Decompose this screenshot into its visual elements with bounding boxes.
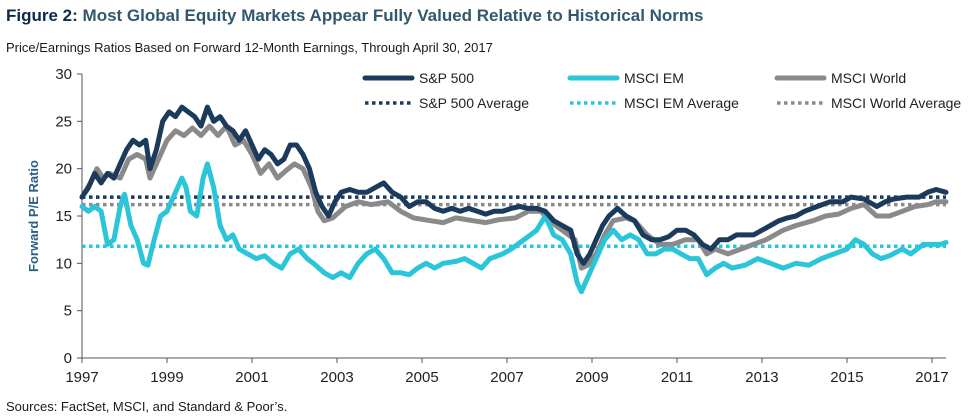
chart-subtitle: Price/Earnings Ratios Based on Forward 1… <box>6 40 493 55</box>
x-tick-label: 1997 <box>65 369 98 386</box>
x-tick-label: 2001 <box>235 369 268 386</box>
x-tick-label: 2009 <box>575 369 608 386</box>
series-lines <box>79 104 949 295</box>
legend-label-s-p-500-average: S&P 500 Average <box>419 95 529 111</box>
x-tick-label: 2017 <box>915 369 948 386</box>
x-tick-label: 2011 <box>661 369 693 386</box>
y-tick-label: 20 <box>55 161 72 178</box>
y-tick-label: 15 <box>55 208 72 225</box>
legend-label-msci-world-average: MSCI World Average <box>831 95 961 111</box>
y-tick-label: 10 <box>55 255 72 272</box>
x-tick-label: 2007 <box>490 369 523 386</box>
figure-title: Figure 2: Most Global Equity Markets App… <box>6 6 704 26</box>
x-tick-label: 1999 <box>150 369 183 386</box>
y-tick-label: 25 <box>55 113 72 130</box>
series-line-s-p-500 <box>79 104 949 266</box>
chart-axes: 0 5 10 15 20 25 30 1997 1999 2001 2003 2005 2007 2009… <box>26 66 949 386</box>
x-tick-label: 2015 <box>830 369 863 386</box>
x-tick-label: 2005 <box>405 369 438 386</box>
figure-title-text: Most Global Equity Markets Appear Fully … <box>82 6 704 25</box>
chart-legend: S&P 500 MSCI EM MSCI World S&P 500 Average M… <box>362 70 961 111</box>
x-tick-label: 2013 <box>745 369 778 386</box>
legend-label-msci-em: MSCI EM <box>624 70 684 86</box>
legend-label-s-p-500: S&P 500 <box>419 70 474 86</box>
series-line-msci-world <box>79 123 949 271</box>
y-tick-label: 5 <box>64 303 72 320</box>
legend-label-msci-em-average: MSCI EM Average <box>624 95 739 111</box>
y-axis-title: Forward P/E Ratio <box>26 160 41 272</box>
pe-ratio-chart: 0 5 10 15 20 25 30 1997 1999 2001 2003 2005 2007 2009… <box>26 66 961 386</box>
chart-source: Sources: FactSet, MSCI, and Standard & P… <box>6 399 288 414</box>
y-tick-label: 30 <box>55 66 72 83</box>
x-tick-label: 2003 <box>320 369 353 386</box>
y-tick-label: 0 <box>64 350 72 367</box>
legend-label-msci-world: MSCI World <box>831 70 906 86</box>
series-line-msci-em <box>79 161 949 295</box>
figure-label: Figure 2: <box>6 6 78 25</box>
